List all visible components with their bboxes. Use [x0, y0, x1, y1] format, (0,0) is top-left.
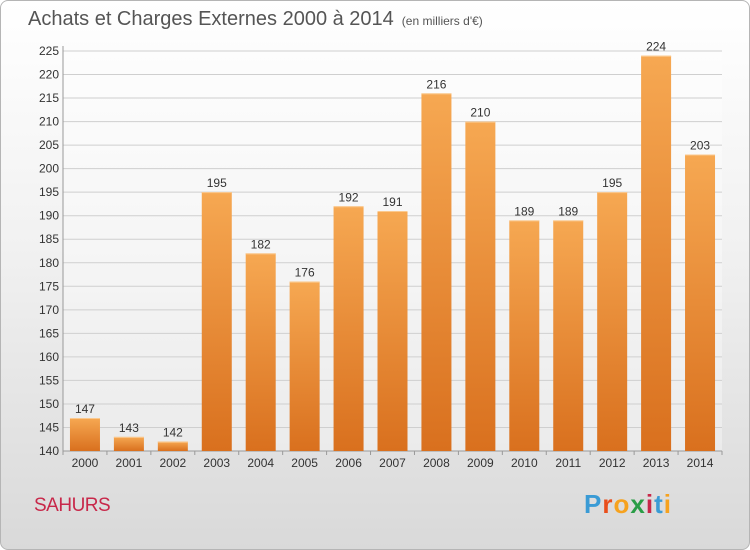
value-label-2014: 203: [690, 139, 710, 153]
value-label-2002: 142: [163, 426, 183, 440]
value-label-2000: 147: [75, 402, 95, 416]
y-tick-label: 165: [39, 326, 59, 340]
y-tick-label: 140: [39, 444, 59, 458]
x-tick-label-2001: 2001: [116, 456, 143, 470]
town-name: SAHURS: [34, 495, 111, 516]
bar-2010: [509, 220, 540, 451]
bar-2009: [465, 121, 496, 452]
y-tick-label: 195: [39, 185, 59, 199]
x-tick-label-2004: 2004: [247, 456, 274, 470]
proxiti-logo: Proxiti: [584, 489, 672, 520]
x-tick-label-2007: 2007: [379, 456, 406, 470]
y-tick-label: 175: [39, 279, 59, 293]
logo-letter: o: [613, 489, 631, 519]
value-label-2013: 224: [646, 40, 666, 54]
logo-letter: x: [630, 489, 646, 519]
value-label-2012: 195: [602, 176, 622, 190]
bar-2001: [113, 436, 144, 451]
bar-2013: [641, 55, 672, 452]
bar-2005: [289, 281, 320, 451]
value-label-2008: 216: [426, 77, 446, 91]
x-tick-label-2005: 2005: [291, 456, 318, 470]
x-tick-label-2009: 2009: [467, 456, 494, 470]
y-tick-label: 185: [39, 232, 59, 246]
value-label-2007: 191: [382, 195, 402, 209]
y-tick-label: 160: [39, 350, 59, 364]
bar-2011: [553, 220, 584, 451]
plot-area: 1401451501551601651701751801851901952002…: [39, 40, 723, 470]
y-tick-label: 225: [39, 44, 59, 58]
value-label-2005: 176: [295, 266, 315, 280]
x-tick-label-2014: 2014: [687, 456, 714, 470]
y-tick-label: 170: [39, 303, 59, 317]
y-tick-label: 155: [39, 373, 59, 387]
chart-title: Achats et Charges Externes 2000 à 2014 (e…: [28, 8, 483, 31]
bar-2000: [69, 418, 100, 451]
chart-subtitle: (en milliers d'€): [401, 14, 483, 28]
y-tick-label: 205: [39, 138, 59, 152]
value-label-2001: 143: [119, 421, 139, 435]
bar-2014: [685, 154, 716, 451]
x-tick-label-2002: 2002: [159, 456, 186, 470]
y-tick-label: 200: [39, 162, 59, 176]
bar-2007: [377, 211, 408, 451]
value-label-2011: 189: [558, 204, 578, 218]
x-tick-label-2010: 2010: [511, 456, 538, 470]
bar-2008: [421, 93, 452, 452]
x-tick-label-2000: 2000: [72, 456, 99, 470]
logo-letter: i: [663, 489, 672, 519]
bar-2012: [597, 192, 628, 452]
y-tick-label: 150: [39, 397, 59, 411]
logo-letter: i: [645, 489, 655, 519]
x-tick-label-2011: 2011: [555, 456, 581, 470]
x-tick-label-2012: 2012: [599, 456, 626, 470]
logo-letter: t: [654, 489, 664, 519]
bar-2006: [333, 206, 364, 451]
x-tick-label-2006: 2006: [335, 456, 362, 470]
value-label-2004: 182: [251, 237, 271, 251]
x-tick-label-2013: 2013: [643, 456, 670, 470]
y-tick-label: 220: [39, 68, 59, 82]
y-tick-label: 180: [39, 256, 59, 270]
y-tick-label: 215: [39, 91, 59, 105]
chart-title-text: Achats et Charges Externes 2000 à 2014: [28, 8, 394, 30]
value-label-2009: 210: [470, 106, 490, 120]
y-tick-label: 190: [39, 209, 59, 223]
value-label-2003: 195: [207, 176, 227, 190]
value-label-2006: 192: [339, 190, 359, 204]
bar-2004: [245, 253, 276, 451]
x-tick-label-2008: 2008: [423, 456, 450, 470]
bar-2003: [201, 192, 232, 452]
logo-letter: P: [584, 489, 603, 519]
bar-2002: [157, 441, 188, 451]
value-label-2010: 189: [514, 204, 534, 218]
y-tick-label: 145: [39, 420, 59, 434]
logo-letter: r: [602, 489, 614, 519]
y-tick-label: 210: [39, 115, 59, 129]
x-tick-label-2003: 2003: [203, 456, 230, 470]
